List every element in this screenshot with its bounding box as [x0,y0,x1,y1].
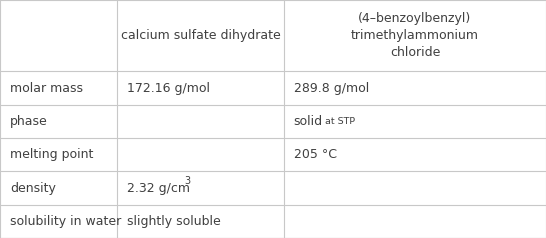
Text: solid: solid [294,115,323,128]
Text: slightly soluble: slightly soluble [127,215,221,228]
Text: calcium sulfate dihydrate: calcium sulfate dihydrate [121,29,281,42]
Text: density: density [10,182,56,194]
Text: 172.16 g/mol: 172.16 g/mol [127,82,210,94]
Text: (4–benzoylbenzyl)
trimethylammonium
chloride: (4–benzoylbenzyl) trimethylammonium chlo… [351,12,479,59]
Text: molar mass: molar mass [10,82,83,94]
Text: 205 °C: 205 °C [294,148,337,161]
Text: phase: phase [10,115,48,128]
Text: at STP: at STP [325,117,355,126]
Text: solubility in water: solubility in water [10,215,121,228]
Text: 3: 3 [185,176,191,186]
Text: 2.32 g/cm: 2.32 g/cm [127,182,190,194]
Text: 289.8 g/mol: 289.8 g/mol [294,82,369,94]
Text: melting point: melting point [10,148,93,161]
